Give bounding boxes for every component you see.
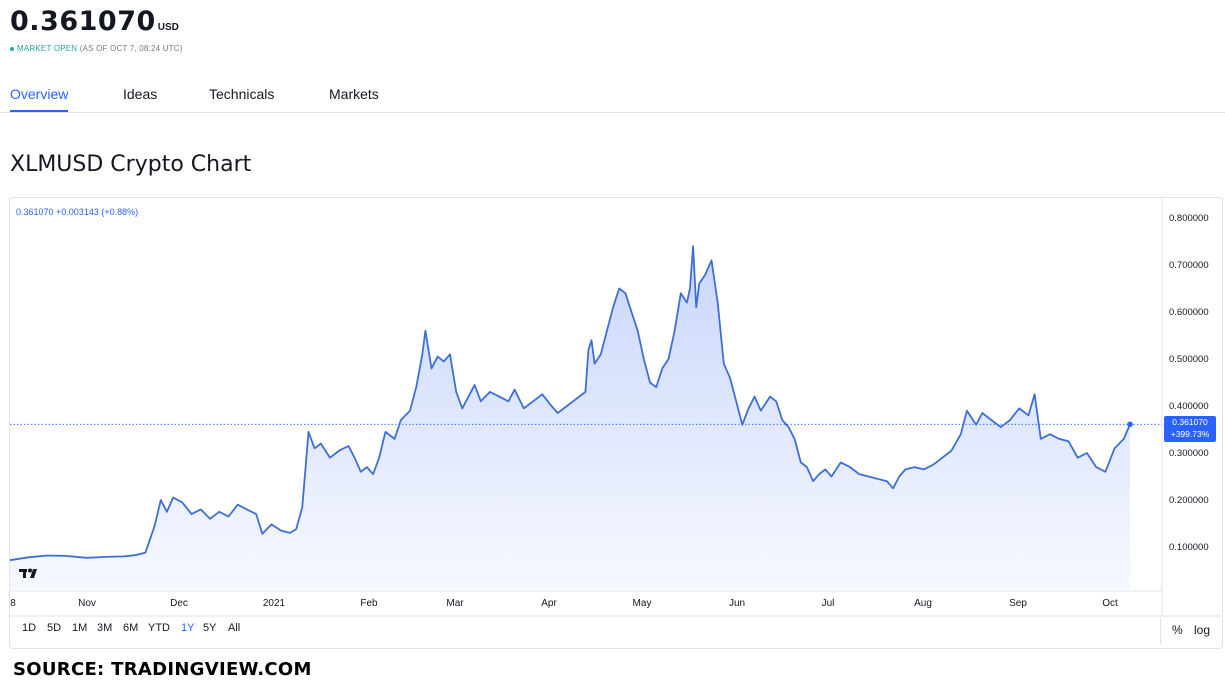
x-tick-label: Mar <box>446 598 464 609</box>
market-status-label: MARKET OPEN <box>17 44 78 53</box>
y-tick-label: 0.300000 <box>1169 448 1209 459</box>
y-tick-label: 0.700000 <box>1169 260 1209 271</box>
y-tick-label: 0.600000 <box>1169 307 1209 318</box>
x-tick-label: Jul <box>822 598 835 609</box>
last-price-point <box>1127 421 1133 428</box>
log-scale-button[interactable]: log <box>1194 623 1211 637</box>
tab-overview[interactable]: Overview <box>10 86 69 112</box>
range-1y-button[interactable]: 1Y <box>181 622 195 634</box>
last-price-change: +399.73% <box>1170 429 1210 439</box>
range-3m-button[interactable]: 3M <box>97 622 113 634</box>
range-6m-button[interactable]: 6M <box>123 622 139 634</box>
x-tick-label: Feb <box>360 598 378 609</box>
x-tick-label: 8 <box>10 598 16 609</box>
x-tick-label: Nov <box>78 598 96 609</box>
x-tick-label: Sep <box>1009 598 1027 609</box>
range-ytd-button[interactable]: YTD <box>148 622 170 634</box>
y-tick-label: 0.200000 <box>1169 495 1209 506</box>
x-tick-label: Jun <box>729 598 745 609</box>
y-tick-label: 0.400000 <box>1169 401 1209 412</box>
chart-container[interactable] <box>9 197 1223 649</box>
market-open-dot-icon <box>10 46 14 51</box>
tab-bar: Overview Ideas Technicals Markets <box>0 80 1225 113</box>
x-tick-label: May <box>633 598 652 609</box>
tab-markets[interactable]: Markets <box>329 86 379 102</box>
tab-ideas[interactable]: Ideas <box>123 86 158 102</box>
range-1d-button[interactable]: 1D <box>22 622 37 634</box>
range-5y-button[interactable]: 5Y <box>203 622 217 634</box>
range-all-button[interactable]: All <box>228 622 241 634</box>
scale-separator <box>1160 618 1161 644</box>
x-tick-label: 2021 <box>263 598 286 609</box>
last-price-label: 0.361070 +399.73% <box>1164 416 1216 442</box>
y-tick-label: 0.500000 <box>1169 354 1209 365</box>
x-tick-label: Aug <box>914 598 932 609</box>
tradingview-logo-icon <box>19 565 41 581</box>
x-tick-label: Oct <box>1102 598 1118 609</box>
market-as-of: (AS OF OCT 7, 08:24 UTC) <box>79 44 183 53</box>
price-area-fill <box>10 246 1130 591</box>
source-caption: SOURCE: TRADINGVIEW.COM <box>13 659 312 680</box>
x-tick-label: Dec <box>170 598 188 609</box>
last-price-value: 0.361070 <box>1172 417 1208 427</box>
x-tick-label: Apr <box>541 598 557 609</box>
price-value: 0.361070 <box>10 6 156 37</box>
range-5d-button[interactable]: 5D <box>47 622 62 634</box>
y-tick-label: 0.800000 <box>1169 213 1209 224</box>
tab-technicals[interactable]: Technicals <box>209 86 275 102</box>
price-currency: USD <box>157 22 179 33</box>
price-header: 0.361070 USD <box>10 6 179 37</box>
price-series-line <box>9 245 1131 562</box>
section-title: XLMUSD Crypto Chart <box>10 152 252 177</box>
y-tick-label: 0.100000 <box>1169 542 1209 553</box>
market-status: MARKET OPEN (AS OF OCT 7, 08:24 UTC) <box>10 44 183 53</box>
range-1m-button[interactable]: 1M <box>72 622 88 634</box>
chart-legend-readout: 0.361070 +0.003143 (+0.88%) <box>16 207 139 217</box>
percent-scale-button[interactable]: % <box>1172 623 1183 637</box>
